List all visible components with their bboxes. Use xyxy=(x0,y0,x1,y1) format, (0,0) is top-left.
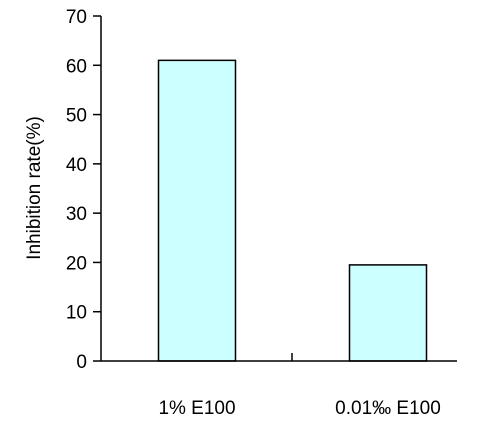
y-tick-label-50: 50 xyxy=(66,106,87,127)
bar-1 xyxy=(157,59,237,362)
y-tick-label-20: 20 xyxy=(66,253,87,274)
y-tick-label-0: 0 xyxy=(76,352,87,373)
y-tick-label-70: 70 xyxy=(66,7,87,28)
y-tick-label-30: 30 xyxy=(66,204,87,225)
x-category-label-1: 1% E100 xyxy=(158,398,235,419)
y-tick-label-40: 40 xyxy=(66,155,87,176)
y-tick-label-10: 10 xyxy=(66,303,87,324)
bars-group xyxy=(157,59,428,362)
y-axis-title: Inhibition rate(%) xyxy=(24,116,45,260)
x-labels-group: 1% E100 0.01‰ E100 xyxy=(158,398,440,419)
bar-2 xyxy=(348,264,428,362)
y-tick-label-60: 60 xyxy=(66,56,87,77)
x-category-label-2: 0.01‰ E100 xyxy=(335,398,441,419)
y-ticks-group: 0 10 20 30 40 50 60 70 xyxy=(66,7,101,373)
axes-group xyxy=(100,16,457,362)
